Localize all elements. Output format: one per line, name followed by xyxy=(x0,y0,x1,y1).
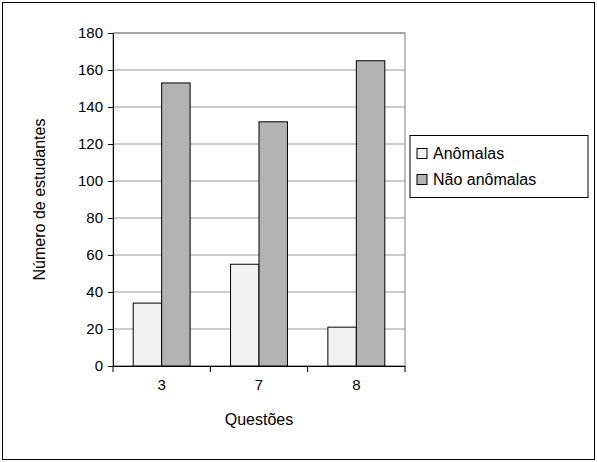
y-tick-mark xyxy=(108,329,113,330)
y-tick-label: 20 xyxy=(86,320,103,337)
x-axis-line xyxy=(114,366,406,367)
y-tick-mark xyxy=(108,181,113,182)
y-tick: 100 xyxy=(78,172,113,189)
y-tick-label: 120 xyxy=(78,135,103,152)
x-tick-label: 8 xyxy=(352,376,360,393)
legend-swatch xyxy=(417,149,427,159)
figure-frame xyxy=(3,3,595,460)
grid xyxy=(113,33,405,366)
y-axis: 0 20 40 60 80 100 120 140 160 180 xyxy=(78,24,114,374)
y-tick: 60 xyxy=(86,246,113,263)
y-tick-label: 140 xyxy=(78,98,103,115)
bars xyxy=(133,61,385,366)
legend-frame xyxy=(410,136,588,198)
y-tick-label: 60 xyxy=(86,246,103,263)
category-separator xyxy=(210,366,211,372)
x-tick: 8 xyxy=(352,366,360,393)
category-separator xyxy=(307,366,308,372)
x-axis-title: Questões xyxy=(225,411,293,428)
category-separator xyxy=(113,366,114,372)
bar xyxy=(231,264,259,366)
y-tick: 180 xyxy=(78,24,113,41)
y-tick-label: 80 xyxy=(86,209,103,226)
x-tick: 7 xyxy=(255,366,263,393)
bar xyxy=(162,83,190,366)
y-tick-mark xyxy=(108,366,113,367)
y-tick-label: 180 xyxy=(78,24,103,41)
y-tick: 120 xyxy=(78,135,113,152)
y-tick-mark xyxy=(108,255,113,256)
y-axis-title: Número de estudantes xyxy=(31,119,48,281)
y-tick: 80 xyxy=(86,209,113,226)
y-tick-label: 0 xyxy=(95,357,103,374)
y-tick-label: 100 xyxy=(78,172,103,189)
y-tick-mark xyxy=(108,144,113,145)
y-tick-label: 40 xyxy=(86,283,103,300)
plot: 0 20 40 60 80 100 120 140 160 180 3 7 8 xyxy=(78,24,406,392)
bar xyxy=(328,327,356,366)
x-tick-label: 3 xyxy=(157,376,165,393)
legend-label: Não anômalas xyxy=(433,171,536,188)
y-tick: 20 xyxy=(86,320,113,337)
legend: Anômalas Não anômalas xyxy=(410,136,588,198)
y-tick-mark xyxy=(108,70,113,71)
y-tick-mark xyxy=(108,218,113,219)
legend-label: Anômalas xyxy=(433,145,504,162)
y-tick: 160 xyxy=(78,61,113,78)
x-tick: 3 xyxy=(157,366,165,393)
x-tick-label: 7 xyxy=(255,376,263,393)
x-axis: 3 7 8 xyxy=(113,366,406,393)
y-tick-label: 160 xyxy=(78,61,103,78)
bar xyxy=(356,61,384,366)
y-tick-mark xyxy=(108,107,113,108)
y-tick: 0 xyxy=(95,357,113,374)
legend-swatch xyxy=(417,175,427,185)
plot-frame xyxy=(113,33,405,366)
bar xyxy=(133,303,161,366)
y-tick: 40 xyxy=(86,283,113,300)
chart: 0 20 40 60 80 100 120 140 160 180 3 7 8 Questões Númer… xyxy=(0,0,597,462)
y-tick-mark xyxy=(108,292,113,293)
y-tick: 140 xyxy=(78,98,113,115)
y-axis-line xyxy=(113,34,114,367)
bar xyxy=(259,122,287,366)
y-tick-mark xyxy=(108,33,113,34)
category-separator xyxy=(405,366,406,372)
